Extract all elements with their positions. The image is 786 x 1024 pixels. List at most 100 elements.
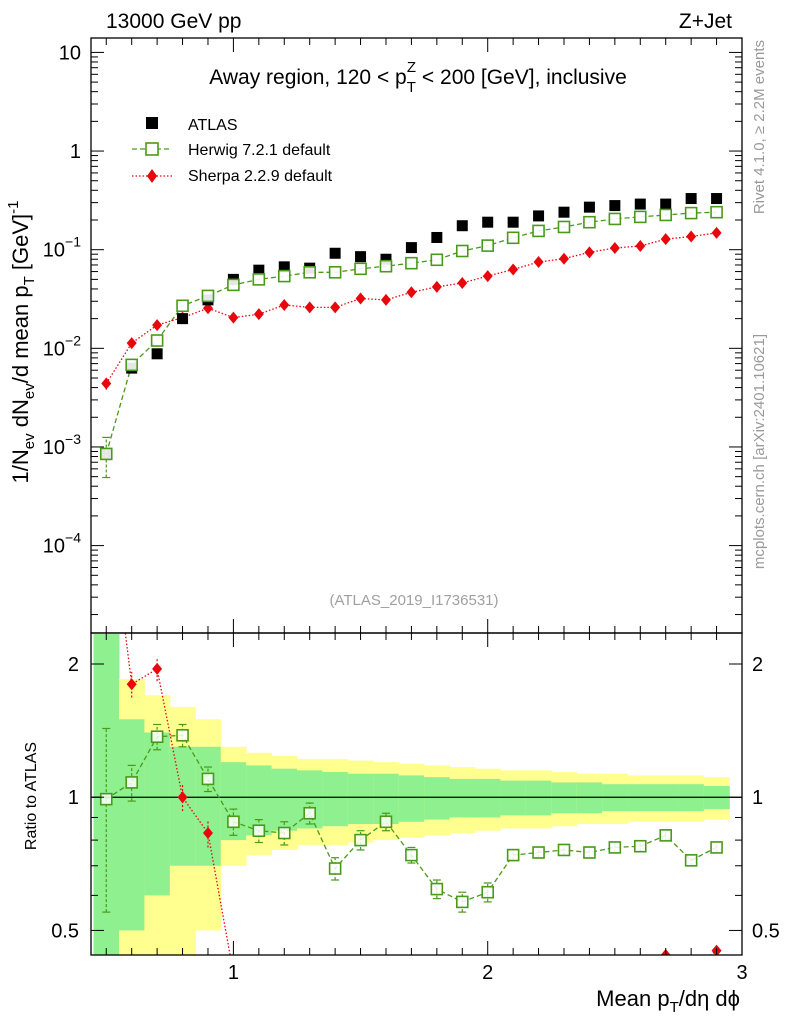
sherpa-point [431,280,442,293]
main-plot-title: Away region, 120 < pTZ < 200 [GeV], incl… [209,59,627,96]
ratio-sherpa-point [686,963,696,975]
ratio-sherpa-point [254,988,264,1000]
legend-label-sherpa: Sherpa 2.2.9 default [188,168,333,185]
ratio-herwig-point [583,846,596,859]
ratio-sherpa-point [584,993,594,1005]
herwig-point [354,262,367,276]
atlas-point [177,313,189,325]
sherpa-point [533,256,544,269]
ratio-herwig-point [405,848,418,862]
title-part-after: < 200 [GeV], inclusive [416,66,627,89]
main-y-tick-label: 10−3 [43,431,81,459]
ratio-sherpa-point [559,999,569,1011]
herwig-point [506,231,520,245]
title-sup: Z [407,59,416,76]
ratio-band-inner [398,775,425,822]
sherpa-point [584,246,595,259]
atlas-point [329,247,341,259]
sherpa-point [355,292,366,305]
main-y-tick-label: 10 [59,42,81,64]
herwig-point [430,253,444,267]
ratio-herwig-point [201,772,215,786]
header-right-label: Z+Jet [679,10,732,33]
sherpa-point [686,230,697,243]
ratio-sherpa-point [305,967,315,979]
ratio-sherpa-point [177,791,188,804]
herwig-point [125,358,138,372]
legend: ATLAS Herwig 7.2.1 default Sherpa 2.2.9 … [132,117,333,185]
ratio-herwig-point [150,730,164,744]
atlas-point [405,242,417,254]
herwig-point [252,273,266,286]
ratio-y-tick-label-right: 0.5 [752,920,780,942]
ratio-sherpa-point [381,972,391,984]
herwig-point [277,269,291,283]
herwig-point [608,212,622,226]
ratio-sherpa-point [406,993,416,1005]
legend-label-herwig: Herwig 7.2.1 default [188,142,331,159]
atlas-point [660,198,672,210]
atlas-point [583,201,595,213]
main-y-tick-label: 1 [70,141,81,163]
atlas-point [253,264,265,276]
ratio-band-inner [195,746,222,866]
herwig-point [455,244,469,258]
atlas-point [711,193,723,205]
ratio-herwig-point [455,895,469,909]
atlas-point [609,200,621,212]
herwig-point [150,334,164,347]
ratio-band-inner [322,772,349,827]
sherpa-point [457,276,468,289]
ratio-herwig-point [608,841,622,854]
atlas-point [380,253,392,265]
atlas-point [558,206,570,218]
sherpa-point [660,233,671,246]
ratio-sherpa-point [508,1004,518,1016]
ratio-series [99,633,723,1016]
sherpa-point [711,226,722,239]
sherpa-point [101,377,112,390]
ratio-sherpa-point [126,678,137,691]
ratio-herwig-point [532,846,545,859]
ratio-y-tick-label-right: 1 [752,787,763,809]
atlas-point [456,220,468,232]
main-plot: 10 1 10−1 10−2 10−3 10−4 [43,37,743,634]
ratio-y-tick-label-left: 2 [68,654,79,676]
ratio-band-inner [449,778,476,818]
header-left-label: 13000 GeV pp [106,10,241,33]
ratio-sherpa-point [279,963,289,975]
title-sub: T [407,79,416,96]
sherpa-point [304,301,315,314]
herwig-point [227,278,240,292]
ratio-herwig-point [125,776,138,789]
legend-marker-sherpa [147,169,157,183]
ratio-herwig-point [354,833,367,847]
x-tick-label: 3 [736,962,747,984]
ratio-herwig-point [659,829,673,842]
ratio-y-tick-label-right: 2 [752,654,763,676]
x-tick-label: 2 [482,962,493,984]
ratio-herwig-point [379,815,393,829]
ratio-herwig-point [684,854,698,867]
atlas-point [482,216,494,228]
herwig-point [532,224,545,238]
ratio-band-inner [500,780,527,816]
sherpa-point [482,270,493,283]
herwig-point [659,208,673,222]
ratio-herwig-point [277,826,291,840]
ratio-band-inner [551,782,578,814]
main-series [99,193,723,479]
main-y-axis-label: 1/Nev dNev/d mean pT [GeV]-1 [5,201,38,484]
ratio-herwig-point [633,839,647,853]
ratio-band-inner [347,773,374,824]
ratio-herwig-point [252,824,266,838]
herwig-point [405,256,418,270]
herwig-point [99,447,113,461]
herwig-point [379,259,393,273]
ratio-plot: 1 2 3 2 2 1 1 0.5 0.5 [51,632,780,1016]
legend-label-atlas: ATLAS [188,117,238,134]
sherpa-line [105,232,717,384]
ratio-herwig-point [328,862,342,875]
rivet-side-label: Rivet 4.1.0, ≥ 2.2M events [751,40,768,214]
